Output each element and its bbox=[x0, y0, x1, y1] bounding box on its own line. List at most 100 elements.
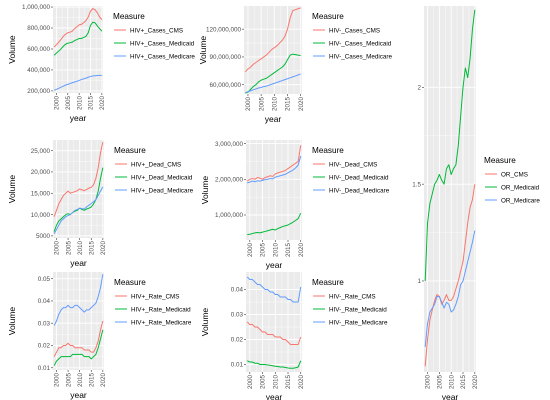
y-tick-label: 0.01 bbox=[38, 365, 51, 372]
x-tick-label: 2005 bbox=[437, 375, 444, 390]
series-line-OR_CMS bbox=[424, 184, 476, 367]
x-tick-label: 2020 bbox=[472, 375, 479, 390]
y-tick-label: 0.05 bbox=[38, 276, 51, 283]
y-axis-title: Volume bbox=[7, 35, 17, 64]
x-tick-label: 2020 bbox=[100, 241, 107, 256]
y-tick-label: 400,000 bbox=[27, 67, 50, 74]
plot-panel bbox=[53, 6, 103, 93]
y-tick-label: 0.03 bbox=[231, 312, 244, 319]
series-line-HIV+_Rate_Medicaid bbox=[53, 329, 104, 366]
legend-item-HIV+_Dead_CMS: HIV+_Dead_CMS bbox=[131, 161, 181, 168]
legend: Measure HIV-_Dead_CMS HIV-_Dead_Medicaid HI… bbox=[312, 146, 390, 194]
y-tick-label: 200,000 bbox=[27, 88, 50, 95]
legend-title: Measure bbox=[114, 278, 146, 287]
x-tick-label: 2000 bbox=[247, 243, 254, 258]
y-axis-title: Volume bbox=[198, 36, 208, 65]
series-line-OR_Medicaid bbox=[424, 9, 476, 282]
series-line-HIV+_Rate_CMS bbox=[53, 320, 104, 357]
plot-panel bbox=[53, 140, 104, 238]
x-tick-label: 2015 bbox=[460, 375, 467, 390]
x-tick-label: 2000 bbox=[54, 241, 61, 256]
x-tick-label: 2010 bbox=[77, 373, 84, 388]
series-line-HIV-_Rate_Medicaid bbox=[247, 360, 302, 369]
series-line-HIV-_Rate_CMS bbox=[246, 321, 302, 345]
y-axis-title: Volume bbox=[200, 308, 210, 337]
x-tick-label: 2000 bbox=[247, 375, 254, 390]
legend-title: Measure bbox=[312, 146, 344, 155]
y-tick-label: 3,000,000 bbox=[215, 141, 244, 148]
legend-item-HIV+_Rate_CMS: HIV+_Rate_CMS bbox=[131, 293, 179, 300]
x-tick-label: 2010 bbox=[272, 97, 279, 112]
x-axis-title: year bbox=[70, 258, 87, 268]
y-tick-label: 0.02 bbox=[231, 337, 244, 344]
x-axis-title: year bbox=[266, 260, 283, 270]
series-line-HIV+_Dead_Medicare bbox=[53, 186, 104, 234]
y-tick-label: 0.04 bbox=[38, 298, 51, 305]
x-axis-title: year bbox=[442, 392, 459, 400]
series-line-HIV+_Cases_Medicaid bbox=[53, 21, 103, 56]
x-tick-label: 2000 bbox=[54, 373, 61, 388]
series-line-HIV-_Cases_CMS bbox=[244, 7, 301, 73]
chart-hiv_pos_rate: 0.01 0.02 0.03 0.04 0.05 2000 2005 2010 2015 2020… bbox=[7, 272, 192, 400]
x-tick-label: 2015 bbox=[285, 97, 292, 112]
series-line-HIV+_Cases_Medicare bbox=[53, 74, 102, 91]
x-tick-label: 2015 bbox=[88, 96, 95, 111]
y-tick-label: 1.5 bbox=[412, 181, 421, 188]
legend-item-HIV+_Rate_Medicaid: HIV+_Rate_Medicaid bbox=[131, 306, 191, 313]
x-tick-label: 2015 bbox=[285, 243, 292, 258]
legend: Measure HIV+_Dead_CMS HIV+_Dead_Medicaid HI… bbox=[114, 146, 194, 194]
legend: Measure HIV+_Rate_CMS HIV+_Rate_Medicaid HI… bbox=[114, 278, 192, 326]
plot-panel bbox=[424, 6, 476, 372]
x-axis-title: year bbox=[70, 113, 87, 123]
legend-item-HIV+_Cases_Medicare: HIV+_Cases_Medicare bbox=[130, 53, 195, 60]
y-tick-label: 600,000 bbox=[27, 46, 50, 53]
y-tick-label: 1,000,000 bbox=[22, 4, 51, 11]
x-tick-label: 2000 bbox=[54, 96, 61, 111]
legend-item-HIV+_Cases_CMS: HIV+_Cases_CMS bbox=[130, 27, 183, 34]
chart-hiv_pos_cases: 200,000 400,000 600,000 800,000 1,000,000 200… bbox=[7, 4, 195, 123]
legend-item-OR_Medicaid: OR_Medicaid bbox=[501, 184, 540, 191]
legend-item-OR_CMS: OR_CMS bbox=[501, 171, 528, 178]
y-tick-label: 10,000 bbox=[31, 212, 51, 219]
series-line-HIV-_Rate_Medicare bbox=[246, 276, 302, 303]
x-tick-label: 2015 bbox=[88, 373, 95, 388]
chart-hiv_neg_cases: 60,000,000 90,000,000 120,000,000 2000 2005 2… bbox=[198, 6, 392, 124]
plot-panel bbox=[244, 6, 302, 94]
legend-title: Measure bbox=[312, 12, 344, 21]
x-tick-label: 2000 bbox=[245, 97, 252, 112]
y-tick-label: 0.03 bbox=[38, 320, 51, 327]
legend-item-OR_Medicare: OR_Medicare bbox=[501, 197, 540, 204]
series-line-HIV+_Rate_Medicare bbox=[53, 274, 104, 326]
x-tick-label: 2005 bbox=[65, 96, 72, 111]
series-line-OR_Medicare bbox=[424, 230, 476, 347]
x-tick-label: 2020 bbox=[298, 97, 305, 112]
series-line-HIV-_Dead_Medicaid bbox=[247, 212, 302, 236]
legend-title: Measure bbox=[114, 146, 146, 155]
series-line-HIV-_Dead_CMS bbox=[246, 145, 302, 182]
x-tick-label: 2020 bbox=[298, 243, 305, 258]
x-tick-label: 2000 bbox=[425, 375, 432, 390]
x-tick-label: 2010 bbox=[77, 241, 84, 256]
legend-title: Measure bbox=[113, 12, 145, 21]
legend-item-HIV-_Dead_Medicaid: HIV-_Dead_Medicaid bbox=[329, 174, 389, 181]
y-tick-label: 1,000,000 bbox=[215, 212, 244, 219]
y-tick-label: 60,000,000 bbox=[209, 82, 241, 89]
y-tick-label: 25,000 bbox=[31, 148, 51, 155]
chart-hiv_pos_dead: 5000 10,000 15,000 20,000 25,000 2000 2005 2010… bbox=[7, 140, 194, 268]
legend-item-HIV+_Dead_Medicare: HIV+_Dead_Medicare bbox=[131, 187, 194, 194]
x-axis-title: year bbox=[70, 390, 87, 400]
x-tick-label: 2010 bbox=[76, 96, 83, 111]
y-tick-label: 15,000 bbox=[31, 190, 51, 197]
series-line-HIV+_Dead_CMS bbox=[53, 142, 104, 217]
legend-title: Measure bbox=[484, 156, 516, 165]
y-axis-title: Volume bbox=[200, 176, 210, 205]
x-tick-label: 2020 bbox=[99, 96, 106, 111]
y-tick-label: 1 bbox=[417, 278, 421, 285]
legend: Measure HIV-_Rate_CMS HIV-_Rate_Medicaid HI… bbox=[312, 278, 388, 326]
series-line-HIV+_Cases_CMS bbox=[53, 8, 103, 48]
plot-panel bbox=[53, 272, 104, 370]
plot-panel bbox=[246, 140, 302, 240]
legend: Measure OR_CMS OR_Medicaid OR_Medicare bbox=[484, 156, 540, 204]
legend-item-HIV-_Cases_CMS: HIV-_Cases_CMS bbox=[329, 27, 380, 34]
